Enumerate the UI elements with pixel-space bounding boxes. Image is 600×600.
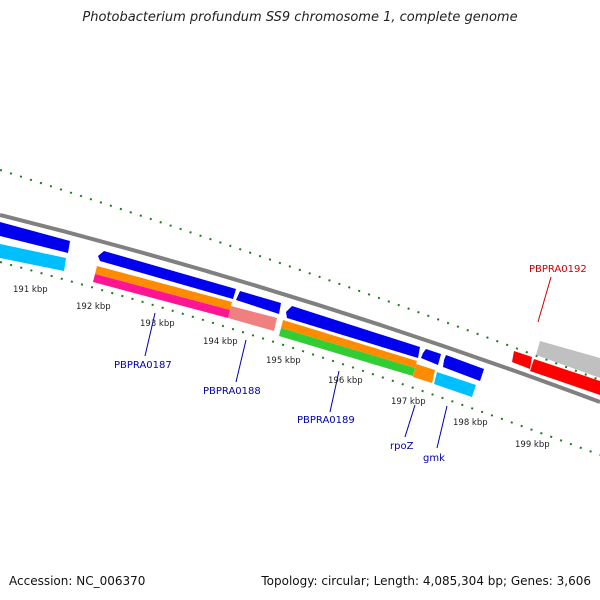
map-title: Photobacterium profundum SS9 chromosome …: [82, 10, 518, 25]
tick-label: 199 kbp: [515, 440, 550, 450]
gene-feature-cyan[interactable]: [434, 372, 476, 397]
gene-feature-cyan[interactable]: [0, 244, 66, 271]
label-leaders: [144, 276, 552, 449]
tick-label: 198 kbp: [453, 418, 488, 428]
gene-feature-orange[interactable]: [95, 266, 232, 310]
tick-label: 191 kbp: [13, 285, 48, 295]
tick-label: 196 kbp: [328, 376, 363, 386]
gene-label-rpoz[interactable]: rpoZ: [390, 441, 414, 452]
gene-label-pbpra0188[interactable]: PBPRA0188: [203, 386, 261, 397]
gene-label-pbpra0187[interactable]: PBPRA0187: [114, 360, 172, 371]
gene-feature-grey[interactable]: [536, 341, 600, 378]
gene-feature-salmon[interactable]: [228, 306, 277, 331]
gene-label-pbpra0192[interactable]: PBPRA0192: [529, 264, 587, 275]
gene-feature-red[interactable]: [530, 359, 600, 395]
gene-feature-orange[interactable]: [281, 320, 417, 368]
gene-feature-blue[interactable]: [0, 222, 70, 253]
gene-label-gmk[interactable]: gmk: [423, 453, 445, 464]
chromosome-backbone: [0, 213, 600, 404]
gene-feature-pink[interactable]: [93, 274, 230, 318]
tick-labels: 191 kbp 192 kbp 193 kbp 194 kbp 195 kbp …: [13, 285, 550, 450]
genome-summary: Topology: circular; Length: 4,085,304 bp…: [261, 574, 591, 588]
tick-label: 194 kbp: [203, 337, 238, 347]
gene-labels: PBPRA0187 PBPRA0188 PBPRA0189 rpoZ gmk P…: [114, 264, 587, 464]
gene-feature-green[interactable]: [279, 328, 415, 376]
gene-feature-red[interactable]: [512, 351, 532, 369]
gene-label-pbpra0189[interactable]: PBPRA0189: [297, 415, 355, 426]
gene-feature-blue[interactable]: [443, 355, 484, 381]
gene-feature-blue[interactable]: [236, 291, 281, 314]
tick-label: 195 kbp: [266, 356, 301, 366]
tick-label: 197 kbp: [391, 397, 426, 407]
gene-features: [0, 222, 600, 397]
tick-label: 193 kbp: [140, 319, 175, 329]
accession-label: Accession: NC_006370: [9, 574, 146, 588]
tick-label: 192 kbp: [76, 302, 111, 312]
outer-dotted-ruler: [0, 169, 600, 381]
gene-feature-blue[interactable]: [286, 306, 420, 358]
gene-feature-blue[interactable]: [421, 349, 441, 365]
gene-feature-orange[interactable]: [413, 364, 435, 383]
gene-feature-blue[interactable]: [98, 251, 236, 299]
